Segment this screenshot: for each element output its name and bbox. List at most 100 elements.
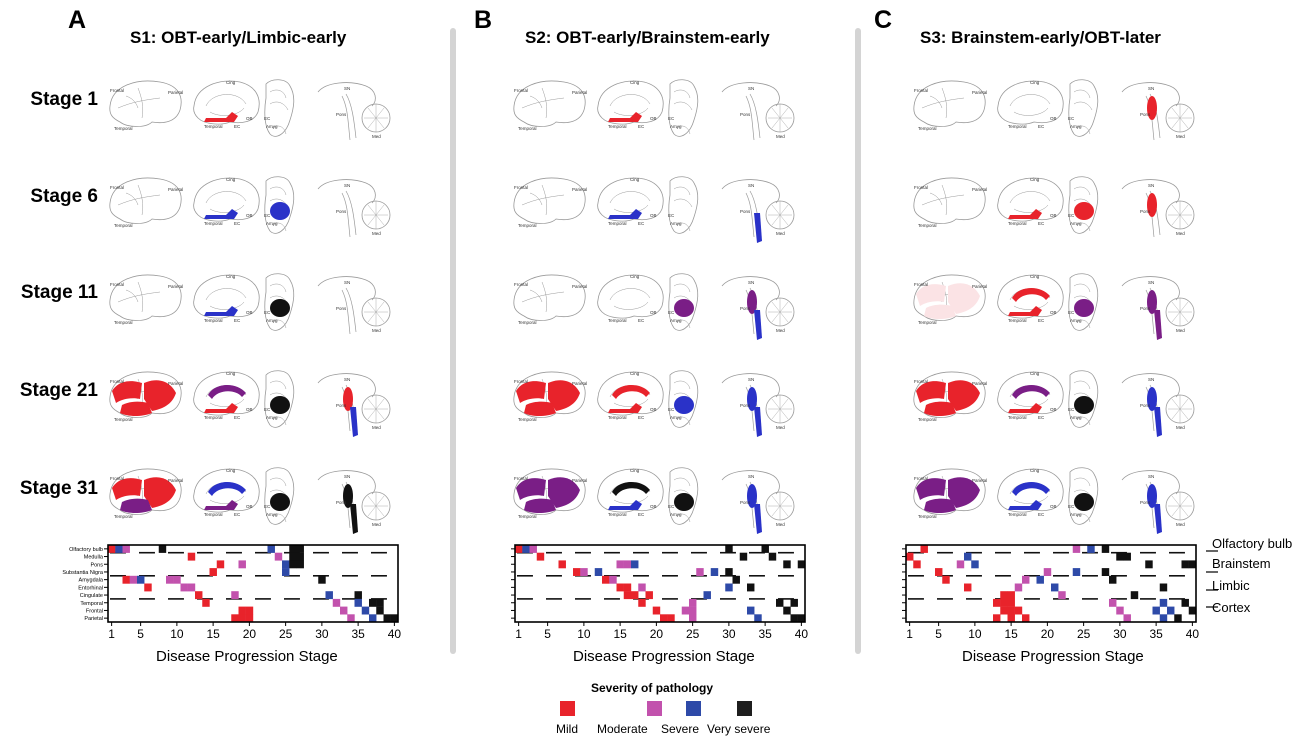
heatmap-cell — [129, 575, 138, 584]
cortex-outline — [1121, 179, 1180, 204]
brain-region-label: EC — [1068, 310, 1075, 315]
brain-region-label: Amyg — [266, 124, 278, 129]
heatmap-cell — [282, 560, 290, 569]
cerebellum-folia — [768, 201, 792, 229]
heatmap-cell — [790, 614, 798, 623]
lateral-brain-outline — [109, 80, 182, 127]
cortex-outline — [1121, 82, 1180, 107]
brain-region-label: Med — [776, 425, 785, 430]
heatmap-cell — [1022, 575, 1030, 584]
brain-region-label: EC — [234, 512, 241, 517]
heatmap-cell — [993, 598, 1001, 607]
heatmap-cell — [238, 614, 246, 623]
brain-region-label: EC — [264, 504, 271, 509]
row-label: Olfactory bulb — [69, 547, 103, 553]
brain-region-label: Temporal — [204, 124, 223, 129]
medial-base-fill — [1008, 403, 1042, 413]
heatmap-cell — [238, 606, 246, 615]
brain-region-label: Temporal — [204, 512, 223, 517]
heatmap-cell — [609, 575, 617, 584]
hippocampus-region-fill — [270, 299, 290, 317]
heatmap-cell — [993, 614, 1001, 623]
heatmap-cell — [602, 575, 610, 584]
heatmap-frame — [107, 544, 399, 623]
brain-region-label: EC — [668, 116, 675, 121]
lateral-brain-outline — [513, 80, 586, 127]
heatmap-cell — [797, 560, 806, 569]
heatmap-cell — [158, 545, 167, 553]
cerebellum-folia — [364, 395, 388, 423]
heatmap-c: 1 5 10 15 20 25 30 35 40 — [902, 544, 1199, 641]
brain-region-label: Pons — [336, 209, 347, 214]
heatmap-cell — [768, 552, 777, 561]
cortex-outline — [1121, 470, 1180, 495]
lateral-brain-outline — [109, 274, 182, 321]
brain-region-label: EC — [1038, 512, 1045, 517]
medial-brain: Cing OB EC Temporal — [193, 371, 260, 420]
temporal-region-fill — [120, 401, 152, 416]
row-label: Substantia Nigra — [62, 570, 104, 576]
brain-region-label: Temporal — [204, 318, 223, 323]
heatmap-cell — [645, 591, 653, 600]
brain-region-label: Amyg — [266, 415, 278, 420]
brain-region-label: EC — [234, 221, 241, 226]
heatmap-cell — [1007, 614, 1015, 623]
heatmap-cell — [1051, 583, 1059, 592]
brain-region-label: Med — [776, 522, 785, 527]
heatmap-cell — [325, 591, 333, 600]
heatmap-cell — [187, 583, 196, 592]
medial-brain-outline — [193, 468, 260, 513]
brain-region-label: Parietal — [972, 381, 987, 386]
medulla-region-fill — [1154, 310, 1162, 340]
brain-region-label: Frontal — [110, 88, 124, 93]
xaxis-label-a: Disease Progression Stage — [156, 648, 338, 665]
brain-region-label: Temporal — [204, 415, 223, 420]
brain-region-label: Med — [372, 425, 381, 430]
heatmap-cell — [913, 560, 921, 569]
hippocampal-slice: EC Amyg — [1068, 273, 1099, 331]
brain-region-label: Parietal — [168, 90, 183, 95]
slice-outline — [264, 79, 295, 137]
hippocampal-slice: EC Amyg — [264, 370, 295, 428]
brain-region-label: Amyg — [670, 124, 682, 129]
row-label: Entorhinal — [78, 585, 103, 591]
cortex-outline — [721, 179, 780, 204]
medial-base-fill — [608, 500, 642, 510]
heatmap-cell — [710, 568, 719, 576]
hippocampal-slice: EC Amyg — [264, 467, 295, 525]
brain-region-label: Frontal — [110, 185, 124, 190]
heatmap-cell — [369, 598, 377, 607]
brain-region-label: OB — [1050, 116, 1057, 121]
brain-region-label: Temporal — [114, 514, 133, 519]
panel-letter-c: C — [874, 6, 893, 34]
panel-title-b: S2: OBT-early/Brainstem-early — [525, 28, 770, 47]
heatmap-cell — [1109, 575, 1117, 584]
medial-brain: Cing OB EC Temporal — [597, 177, 664, 226]
brainstem-view: SN Pons Med — [317, 470, 391, 534]
frontal-region-fill — [112, 478, 142, 500]
medial-brain-outline — [597, 274, 664, 319]
heatmap-cell — [631, 560, 639, 569]
heatmap-cell — [347, 614, 355, 623]
brain-region-label: Pons — [336, 403, 347, 408]
cortex-outline — [721, 276, 780, 301]
heatmap-cell — [1188, 560, 1197, 569]
heatmap-cell — [761, 545, 769, 553]
heatmap-cell — [202, 598, 210, 607]
brain-region-label: Pons — [336, 306, 347, 311]
cerebellum-folia — [364, 492, 388, 520]
heatmap-cell — [231, 591, 239, 600]
medial-brain: Cing OB EC Temporal — [997, 371, 1064, 420]
brain-region-label: Med — [776, 231, 785, 236]
brain-region-label: SN — [344, 280, 350, 285]
heatmap-cell — [296, 552, 304, 561]
brain-region-label: Pons — [740, 403, 751, 408]
brain-region-label: Temporal — [114, 223, 133, 228]
cortex-outline — [317, 276, 376, 301]
heatmap-cell — [296, 560, 304, 569]
hippocampal-slice: EC Amyg — [1068, 467, 1099, 525]
brain-region-label: Pons — [740, 209, 751, 214]
brain-set: Frontal Parietal Temporal Cing OB EC Temporal E… — [109, 273, 391, 335]
slice-outline — [668, 467, 699, 525]
brain-region-label: Temporal — [608, 318, 627, 323]
